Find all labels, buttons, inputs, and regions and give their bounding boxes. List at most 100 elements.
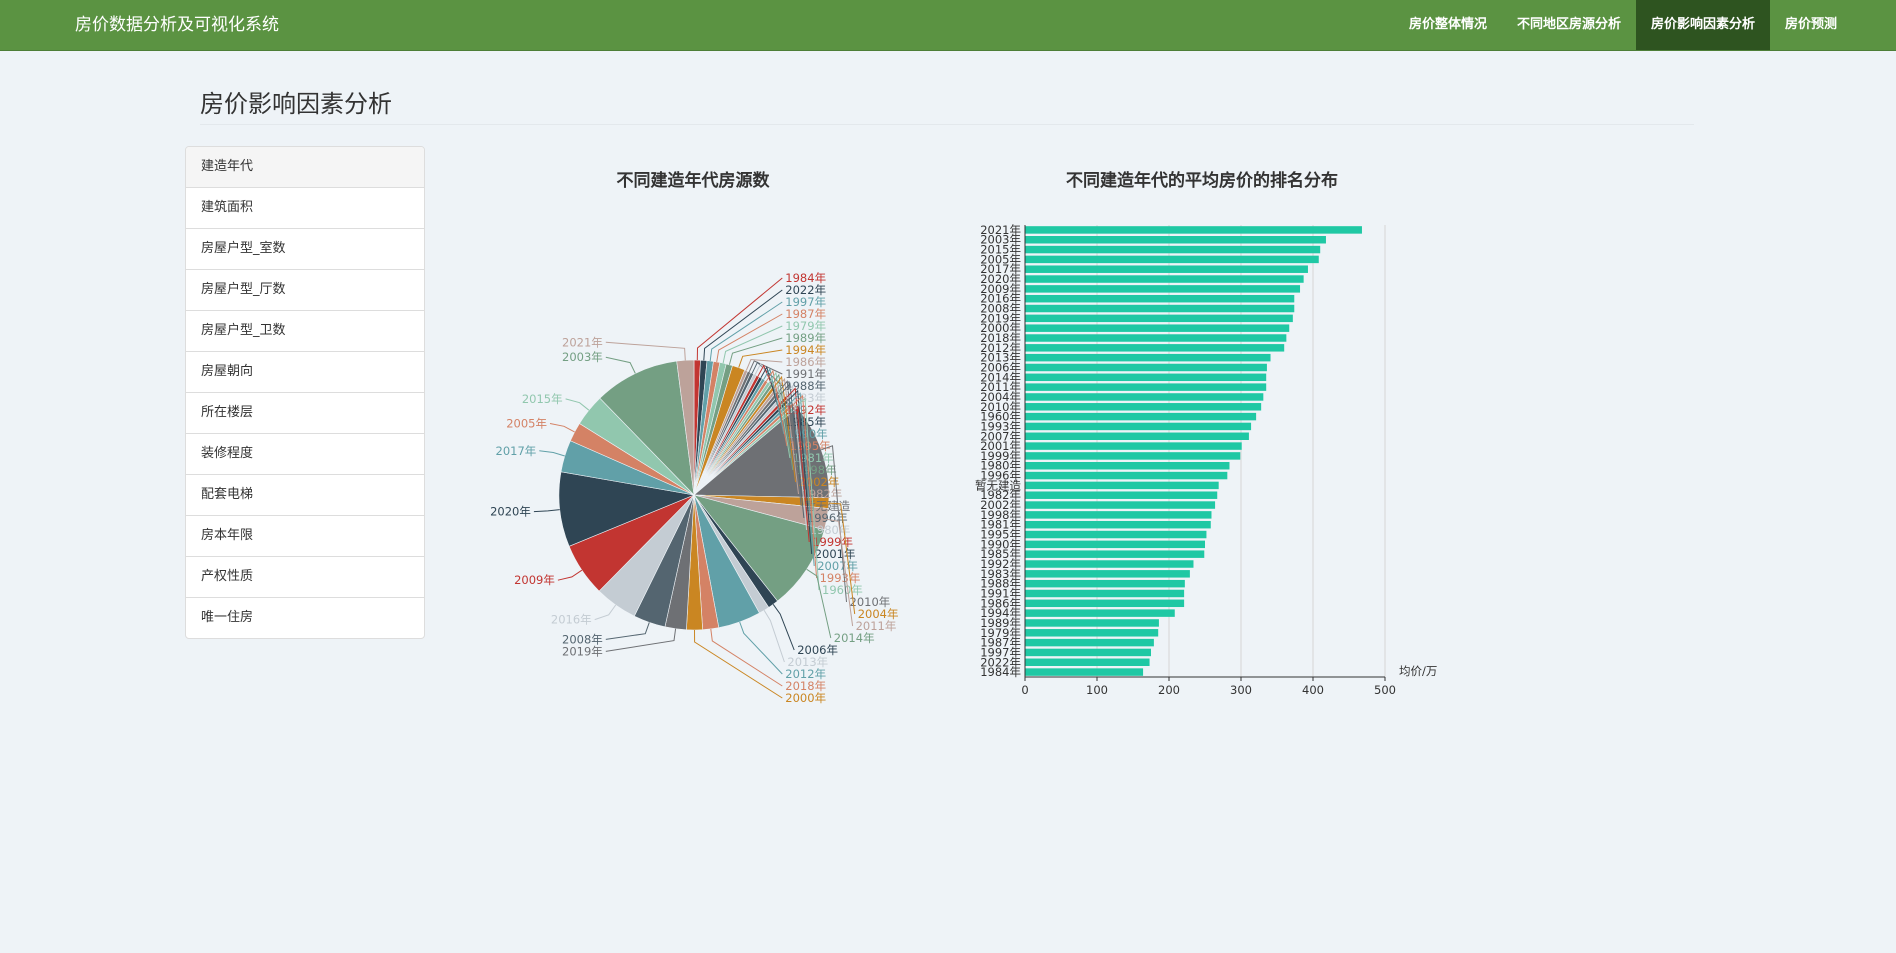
- bar[interactable]: [1025, 403, 1262, 411]
- bar[interactable]: [1025, 432, 1249, 440]
- bar[interactable]: [1025, 422, 1252, 431]
- nav-region[interactable]: 不同地区房源分析: [1516, 17, 1621, 32]
- bar-category-label: 2022年: [980, 655, 1021, 669]
- bar[interactable]: [1025, 638, 1154, 647]
- pie-label-line: [765, 369, 788, 447]
- pie-slice-label: 2022年: [785, 283, 826, 297]
- bar[interactable]: [1025, 255, 1319, 264]
- bar[interactable]: [1025, 412, 1257, 421]
- bar[interactable]: [1025, 294, 1295, 303]
- pie-chart: 1984年2022年1997年1987年1979年1989年1994年1986年…: [490, 271, 898, 705]
- bar-category-label: 1988年: [980, 577, 1021, 591]
- sidebar-item-decoration[interactable]: 装修程度: [186, 433, 424, 474]
- pie-slice-label: 2006年: [797, 643, 838, 657]
- pie-slice-label: 1989年: [785, 331, 826, 345]
- pie-label-line: [828, 502, 856, 615]
- bar[interactable]: [1025, 501, 1216, 509]
- bar[interactable]: [1025, 560, 1194, 568]
- bar[interactable]: [1025, 373, 1267, 382]
- bar-category-label: 1989年: [980, 616, 1021, 630]
- bar-category-label: 2006年: [980, 360, 1021, 374]
- bar[interactable]: [1025, 648, 1151, 657]
- bar-category-label: 1986年: [980, 596, 1021, 610]
- bar-category-label: 1997年: [980, 645, 1021, 659]
- nav-factors[interactable]: 房价影响因素分析: [1635, 0, 1770, 50]
- bar[interactable]: [1025, 363, 1267, 372]
- bar[interactable]: [1025, 599, 1185, 608]
- bar[interactable]: [1025, 383, 1267, 391]
- bar[interactable]: [1025, 324, 1290, 332]
- bar[interactable]: [1025, 226, 1362, 234]
- pie-label-line: [779, 380, 802, 507]
- sidebar-item-build-year[interactable]: 建造年代: [186, 147, 424, 187]
- pie-label-line: [533, 509, 560, 513]
- sidebar-item-orientation[interactable]: 房屋朝向: [186, 351, 424, 392]
- bar[interactable]: [1025, 442, 1242, 450]
- bar[interactable]: [1025, 530, 1207, 539]
- sidebar-item-deed-years[interactable]: 房本年限: [186, 515, 424, 556]
- sidebar-item-area[interactable]: 建筑面积: [186, 187, 424, 228]
- pie-label-line: [694, 629, 783, 699]
- pie-label-line: [549, 423, 575, 433]
- bar[interactable]: [1025, 393, 1264, 401]
- sidebar-item-elevator[interactable]: 配套电梯: [186, 474, 424, 515]
- bar[interactable]: [1025, 245, 1321, 254]
- bar[interactable]: [1025, 570, 1190, 578]
- bar[interactable]: [1025, 619, 1159, 627]
- pie-slice-label: 2003年: [562, 350, 603, 364]
- bar[interactable]: [1025, 520, 1211, 529]
- sidebar-item-property-type[interactable]: 产权性质: [186, 556, 424, 597]
- bar-category-label: 1960年: [980, 410, 1021, 424]
- pie-label-line: [793, 394, 818, 579]
- bar[interactable]: [1025, 462, 1230, 470]
- bar[interactable]: [1025, 550, 1205, 558]
- pie-label-line: [728, 337, 783, 365]
- bar[interactable]: [1025, 265, 1308, 273]
- bar[interactable]: [1025, 314, 1293, 323]
- bar[interactable]: [1025, 609, 1175, 617]
- pie-label-line: [748, 360, 783, 375]
- pie-slice-label: 暂无建造: [804, 499, 850, 513]
- bar[interactable]: [1025, 471, 1228, 480]
- nav-overall[interactable]: 房价整体情况: [1408, 17, 1487, 32]
- bar[interactable]: [1025, 344, 1285, 352]
- pie-label-line: [771, 373, 794, 471]
- app-brand[interactable]: 房价数据分析及可视化系统: [75, 15, 279, 35]
- pie-slice-label: 1999年: [812, 535, 853, 549]
- bar-category-label: 2011年: [980, 380, 1021, 394]
- sidebar-item-rooms[interactable]: 房屋户型_室数: [186, 228, 424, 269]
- bar[interactable]: [1025, 589, 1185, 598]
- sidebar-item-baths[interactable]: 房屋户型_卫数: [186, 310, 424, 351]
- sidebar-item-halls[interactable]: 房屋户型_厅数: [186, 269, 424, 310]
- bar[interactable]: [1025, 334, 1287, 342]
- top-navbar: 房价数据分析及可视化系统 房价整体情况 不同地区房源分析 房价影响因素分析 房价…: [0, 0, 1896, 51]
- bar-category-label: 1980年: [980, 459, 1021, 473]
- pie-slice[interactable]: [599, 360, 695, 496]
- bar[interactable]: [1025, 629, 1159, 637]
- pie-slice[interactable]: [693, 494, 825, 602]
- bar[interactable]: [1025, 668, 1144, 676]
- pie-slice-label: 2020年: [490, 505, 531, 519]
- bar[interactable]: [1025, 304, 1295, 313]
- bar[interactable]: [1025, 511, 1212, 519]
- bar[interactable]: [1025, 491, 1218, 499]
- pie-label-line: [826, 518, 854, 627]
- bar[interactable]: [1025, 540, 1205, 549]
- pie-slice-label: 2008年: [562, 632, 603, 646]
- bar-category-label: 暂无建造: [975, 478, 1021, 492]
- bar[interactable]: [1025, 481, 1219, 490]
- bar[interactable]: [1025, 236, 1326, 244]
- bar[interactable]: [1025, 658, 1150, 666]
- bar-category-label: 1990年: [980, 537, 1021, 551]
- bar[interactable]: [1025, 285, 1301, 293]
- pie-label-line: [806, 568, 832, 639]
- bar-x-tick-label: 0: [1021, 683, 1028, 695]
- sidebar-item-floor[interactable]: 所在楼层: [186, 392, 424, 433]
- bar[interactable]: [1025, 452, 1241, 460]
- bar[interactable]: [1025, 275, 1304, 283]
- nav-forecast[interactable]: 房价预测: [1784, 17, 1837, 32]
- bar[interactable]: [1025, 579, 1185, 588]
- bar[interactable]: [1025, 353, 1271, 362]
- sidebar-item-only-home[interactable]: 唯一住房: [186, 597, 424, 638]
- bar-category-label: 2004年: [980, 390, 1021, 404]
